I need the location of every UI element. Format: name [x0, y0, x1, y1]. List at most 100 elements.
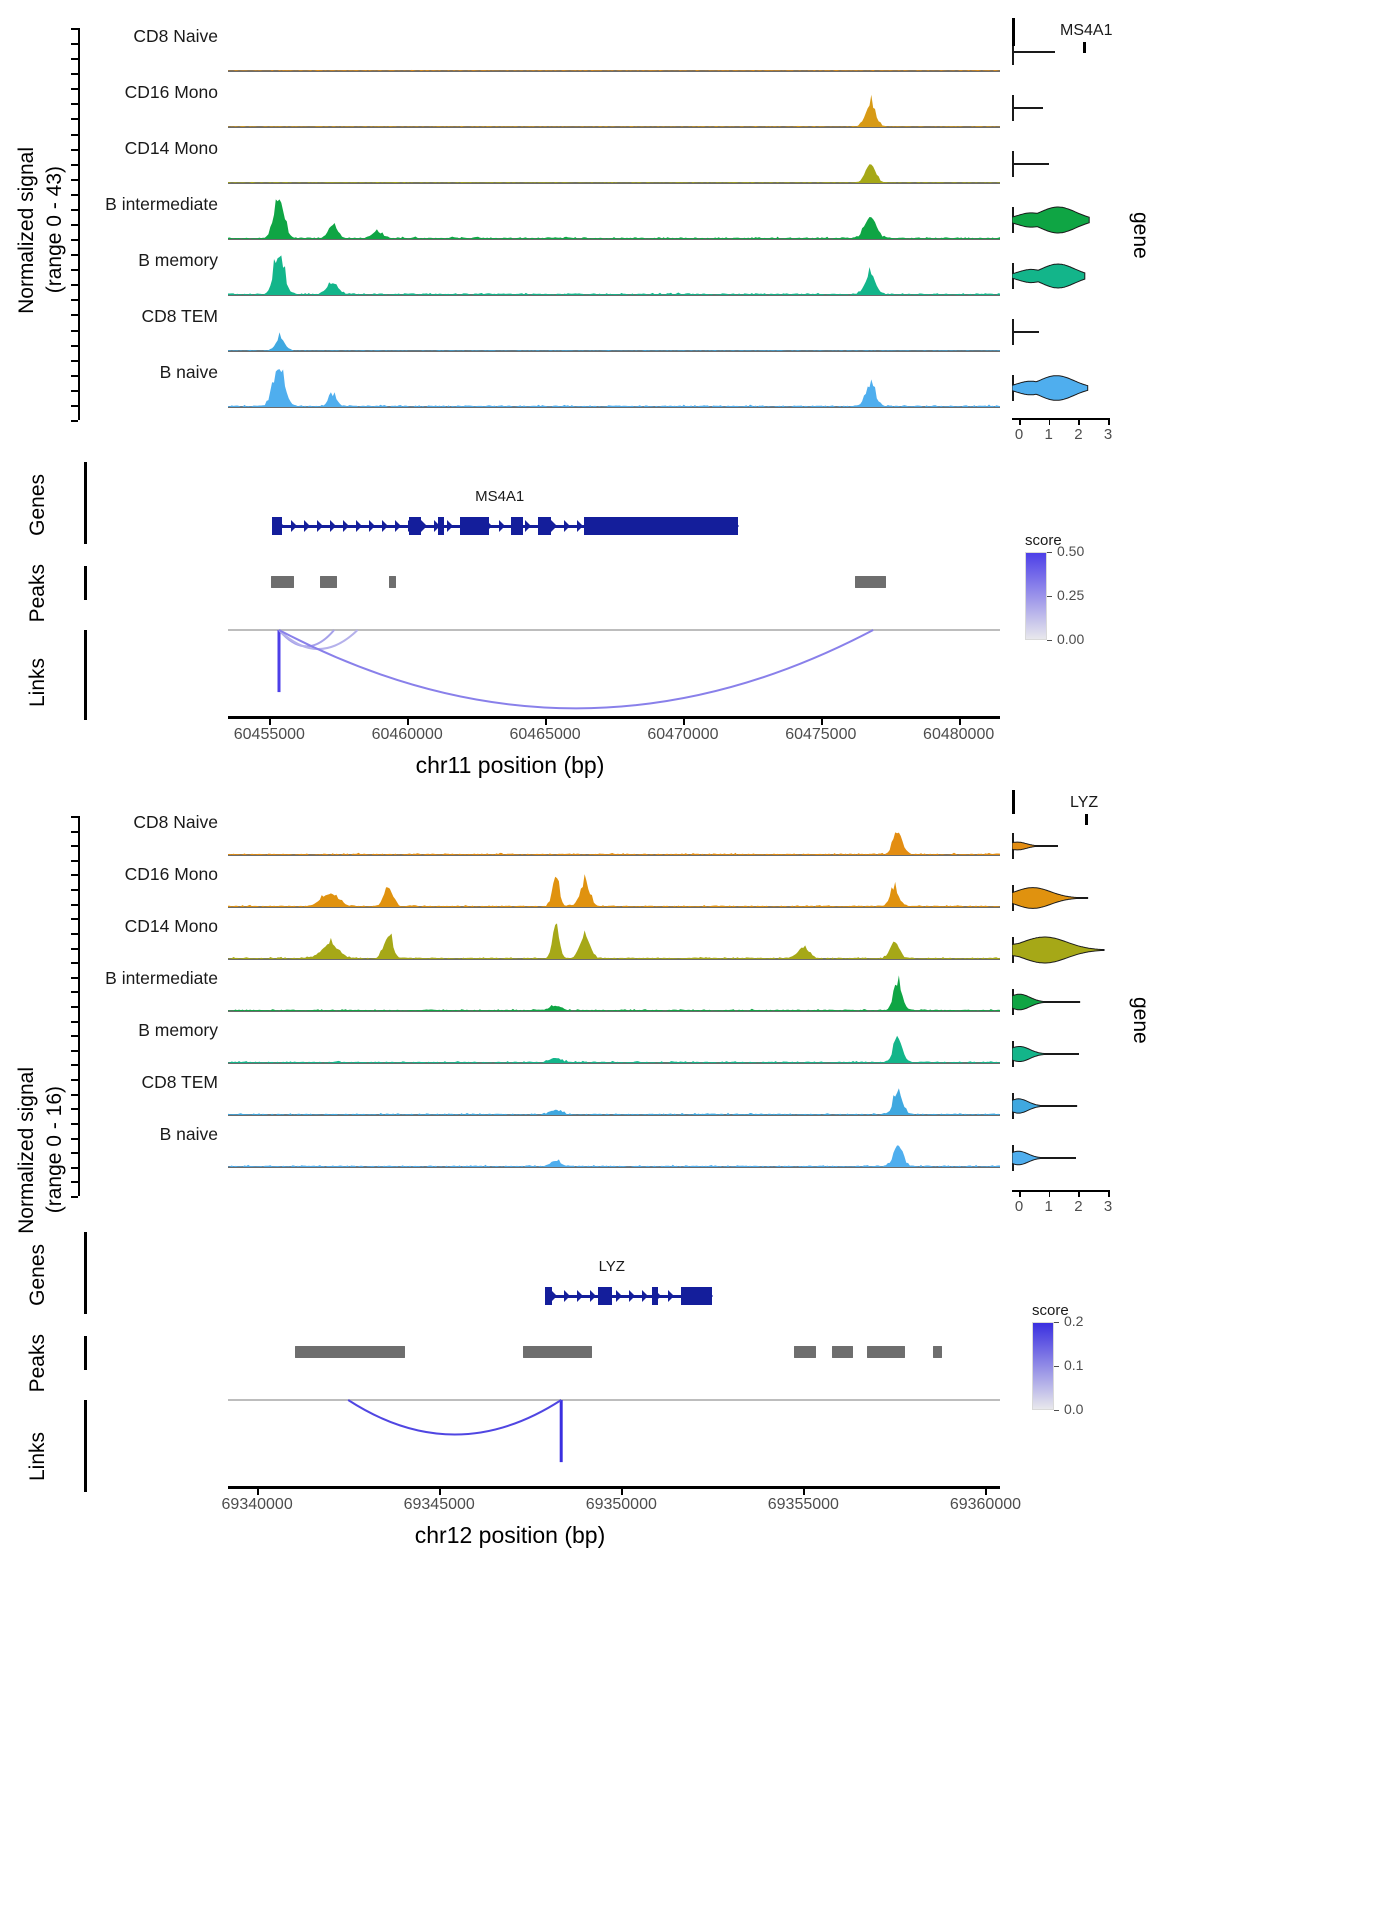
panel2-peaks-track — [0, 1340, 1000, 1368]
panel2-genes-rule — [84, 1232, 87, 1314]
peak-region[interactable] — [320, 576, 337, 588]
violin-zero-cap — [1012, 95, 1014, 121]
y-axis-tick — [71, 903, 78, 906]
track-label: B memory — [138, 1020, 218, 1040]
x-axis-tick — [958, 718, 961, 725]
strand-arrow-icon — [615, 1290, 622, 1302]
y-axis-tick — [71, 1006, 78, 1008]
x-axis-tick-label: 69345000 — [403, 1496, 475, 1513]
y-axis-tick — [71, 359, 78, 362]
links-baseline — [228, 1399, 1000, 1402]
y-axis-tick — [71, 208, 78, 211]
strand-arrow-icon — [499, 520, 506, 532]
violin-axis-tick — [1019, 420, 1021, 425]
peak-region[interactable] — [389, 576, 397, 588]
x-axis-line — [228, 716, 1000, 719]
legend-tick-label: 0.25 — [1057, 587, 1085, 603]
track-label: CD8 TEM — [141, 306, 219, 326]
y-axis-tick — [71, 148, 78, 151]
violin-axis-tick — [1108, 1192, 1110, 1197]
panel-ms4a1: Normalized signal (range 0 - 43) CD8 Nai… — [0, 0, 1400, 790]
panel2-peaks-rule — [84, 1336, 87, 1370]
y-axis-tick — [71, 1035, 78, 1038]
y-axis-tick — [71, 254, 78, 257]
track-label: CD16 Mono — [124, 82, 218, 102]
panel2-violin-column — [1005, 812, 1115, 1196]
legend-tick-mark — [1047, 552, 1052, 554]
panel2-legend-gradient — [1032, 1322, 1054, 1410]
violin-shape — [1012, 263, 1086, 289]
links-arcs — [277, 629, 874, 710]
peak-region[interactable] — [855, 576, 886, 588]
panel2-violin-axis — [1012, 1190, 1110, 1192]
violin-range-line — [1012, 163, 1050, 165]
y-axis-tick — [71, 889, 78, 892]
peak-region[interactable] — [295, 1346, 405, 1358]
track-label: CD14 Mono — [124, 916, 218, 936]
peak-region[interactable] — [867, 1346, 906, 1358]
panel1-violin-axis — [1012, 418, 1110, 420]
y-axis-tick — [71, 314, 78, 317]
y-axis-tick — [71, 43, 78, 46]
violin-shape — [1012, 1098, 1078, 1114]
violin-range-line — [1012, 331, 1039, 333]
panel1-violin-top-rule — [1012, 18, 1015, 46]
y-axis-tick — [71, 1093, 78, 1096]
coverage-area — [228, 975, 1000, 1011]
y-axis-tick — [71, 58, 78, 61]
x-axis-tick-label: 60455000 — [233, 726, 305, 743]
panel1-x-axis: 60455000 60460000 60465000 60470000 60475000… — [0, 716, 1000, 756]
x-axis-tick — [621, 1488, 624, 1495]
track-label: B intermediate — [105, 968, 218, 988]
track-label: CD8 Naive — [133, 812, 218, 832]
legend-tick-mark — [1054, 1410, 1059, 1412]
legend-tick-mark — [1054, 1322, 1059, 1324]
x-axis-tick — [545, 718, 548, 725]
gene-exon — [510, 517, 523, 535]
peak-region[interactable] — [270, 576, 295, 588]
y-axis-tick — [71, 133, 78, 136]
y-axis-tick — [71, 329, 78, 332]
peak-region[interactable] — [832, 1346, 853, 1358]
peak-region[interactable] — [794, 1346, 817, 1358]
strand-arrow-icon — [291, 520, 298, 532]
violin-shape — [1012, 887, 1089, 909]
y-axis-tick — [71, 239, 78, 242]
coverage-area — [228, 1145, 1000, 1167]
y-axis-tick — [71, 374, 78, 377]
coverage-area — [228, 164, 1000, 183]
y-axis-tick — [71, 193, 78, 196]
panel2-gene-model: LYZ — [0, 1230, 1000, 1315]
y-axis-tick — [71, 1181, 78, 1184]
gene-exon — [652, 1287, 658, 1305]
strand-arrow-icon — [550, 1290, 557, 1302]
coverage-area — [228, 255, 1000, 295]
peak-region[interactable] — [522, 1346, 593, 1358]
panel2-x-axis: 69340000 69345000 69350000 69355000 69360000 — [0, 1486, 1021, 1526]
y-axis-tick — [71, 859, 78, 862]
gene-exon — [681, 1287, 713, 1305]
x-axis-tick — [820, 718, 823, 725]
track-label: B intermediate — [105, 194, 218, 214]
y-axis-tick — [71, 269, 78, 272]
x-axis-tick-label: 69360000 — [949, 1496, 1022, 1513]
y-axis-tick — [71, 420, 78, 422]
gene-model-name: MS4A1 — [475, 488, 525, 505]
track-baseline — [228, 70, 1000, 72]
violin-shape — [1012, 1046, 1079, 1062]
panel1-coverage-tracks: CD8 Naive CD16 Mono CD14 Mono B intermediat… — [0, 26, 1000, 420]
links-baseline — [228, 629, 1000, 632]
panel1-violin-column — [1005, 14, 1115, 422]
x-axis-tick — [985, 1488, 988, 1495]
y-axis-tick — [71, 932, 78, 935]
gene-model-name: LYZ — [598, 1258, 625, 1275]
legend-tick-mark — [1047, 640, 1052, 642]
peak-region[interactable] — [932, 1346, 942, 1358]
y-axis-tick — [71, 284, 78, 287]
y-axis-tick — [71, 1152, 78, 1155]
strand-arrow-icon — [330, 520, 337, 532]
strand-arrow-icon — [434, 520, 441, 532]
coverage-area — [228, 1088, 1000, 1115]
violin-axis-tick — [1078, 420, 1080, 425]
